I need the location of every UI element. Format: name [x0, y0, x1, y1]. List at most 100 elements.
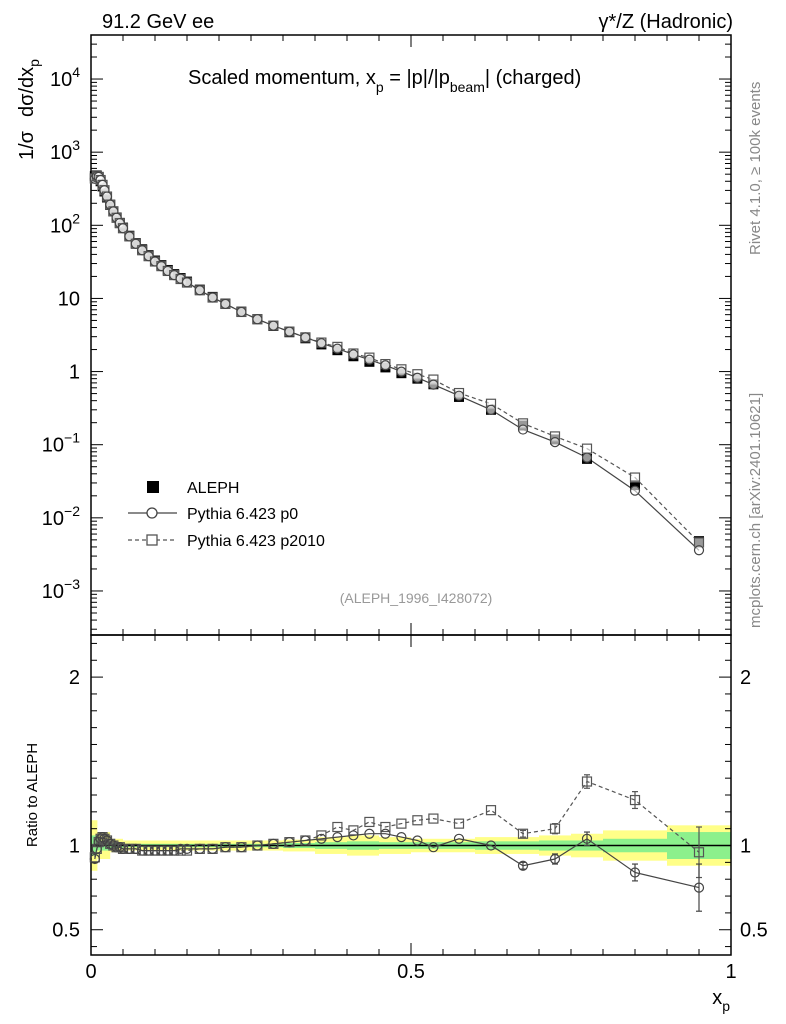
- ratio-p2010-point: [332, 821, 343, 833]
- p2010-line: [94, 175, 700, 543]
- p0-point: [316, 338, 327, 349]
- ratio-axis-ticks: 0.5 0.51 12 20 0.5 1: [52, 635, 768, 983]
- rivet-label: Rivet 4.1.0, ≥ 100k events: [747, 82, 764, 255]
- ratio-p0-point: [175, 843, 186, 854]
- aleph-point: [630, 480, 640, 491]
- main-ytick-label: 10−3: [42, 576, 80, 603]
- ratio-p0-point: [348, 830, 359, 841]
- ratio-p0-point: [143, 845, 154, 856]
- main-ylabel: 1/σdσ/dxp: [16, 59, 42, 160]
- ratio-p0-point: [91, 843, 102, 854]
- main-ytick-label: 103: [50, 137, 80, 164]
- ratio-p0-point: [300, 835, 311, 846]
- ratio-p0-point: [380, 828, 391, 839]
- p0-point: [236, 306, 247, 318]
- ratio-p2010-point: [693, 847, 705, 858]
- ratio-p0-point: [332, 832, 343, 843]
- ratio-p0-point: [428, 842, 439, 853]
- main-ytick-label: 10−1: [42, 430, 80, 457]
- p0-point: [581, 452, 593, 463]
- legend: ALEPH Pythia 6.423 p0 Pythia 6.423 p2010: [128, 480, 325, 550]
- ratio-p0-point: [162, 845, 173, 856]
- p0-point: [396, 366, 407, 377]
- ratio-p0-point: [364, 828, 375, 839]
- ratio-p0-point: [149, 845, 161, 856]
- ratio-p0-point: [130, 843, 141, 854]
- ratio-panel: 0.5 0.51 12 20 0.5 1 Ratio to ALEPH xp: [24, 634, 768, 1014]
- ratio-p0-point: [194, 843, 205, 854]
- p0-point: [549, 436, 561, 448]
- ratio-ylabel: Ratio to ALEPH: [24, 743, 41, 847]
- main-axis-ticks: 10−3 10−2 10−1 1 10 102 103 104: [42, 34, 732, 635]
- p0-point: [284, 326, 295, 337]
- ratio-p0-point: [284, 837, 295, 848]
- main-ytick-label: 10: [58, 288, 80, 310]
- main-panel: 10−3 10−2 10−1 1 10 102 103 104 Scaled momentum…: [16, 34, 732, 636]
- main-series: [89, 170, 705, 556]
- main-title: Scaled momentum, xp = |p|/|pbeam| (charg…: [188, 67, 581, 95]
- ratio-p0-point: [629, 867, 641, 878]
- ratio-p2010-point: [396, 818, 407, 829]
- ratio-p0-point: [581, 833, 593, 844]
- ratio-p0-point: [485, 840, 497, 851]
- ratio-p0-point: [117, 843, 129, 854]
- p0-point: [517, 424, 529, 435]
- mcplots-label: mcplots.cern.ch [arXiv:2401.10621]: [747, 393, 764, 628]
- p0-point: [194, 285, 205, 296]
- p0-point: [268, 320, 279, 331]
- ratio-p2010-point: [316, 830, 327, 841]
- ratio-p2010-point: [549, 823, 561, 834]
- ratio-p2010-point: [581, 776, 593, 787]
- p0-point: [364, 354, 375, 365]
- ratio-p0-point: [181, 843, 193, 854]
- ratio-p0-point: [316, 833, 327, 844]
- p2010-point: [581, 443, 593, 454]
- ratio-p0-point: [396, 832, 407, 843]
- ratio-p0-point: [693, 882, 705, 893]
- ratio-p2010-point: [629, 794, 641, 806]
- legend-marker-aleph: [147, 481, 159, 493]
- ratio-xtick-label: 0.5: [397, 961, 425, 983]
- ratio-xtick-label: 1: [725, 961, 736, 983]
- p0-point: [412, 372, 423, 383]
- p0-point: [181, 277, 193, 288]
- legend-label-p2010: Pythia 6.423 p2010: [187, 533, 325, 550]
- main-ytick-label: 102: [50, 210, 80, 237]
- ratio-p2010-point: [380, 821, 391, 833]
- ratio-ytick-label-left: 1: [69, 836, 80, 858]
- p0-point: [485, 404, 497, 415]
- p0-point: [428, 379, 439, 390]
- p0-point: [332, 343, 343, 354]
- ratio-p2010-point: [453, 818, 465, 829]
- ratio-ytick-label-left: 0.5: [52, 920, 80, 942]
- p0-point: [207, 292, 218, 303]
- ratio-p0-point: [220, 842, 231, 853]
- ratio-p0-point: [252, 840, 263, 851]
- ratio-p2010-point: [364, 816, 375, 828]
- xlabel: xp: [712, 987, 730, 1014]
- ratio-p0-point: [124, 843, 135, 854]
- p0-point: [117, 223, 129, 234]
- legend-label-aleph: ALEPH: [187, 480, 239, 497]
- p0-point: [380, 360, 391, 371]
- p2010-point: [629, 472, 641, 483]
- ratio-p0-point: [517, 860, 529, 871]
- ratio-ytick-label-right: 1: [740, 836, 751, 858]
- p0-point: [252, 314, 263, 325]
- p0-line: [94, 175, 700, 551]
- main-ytick-label: 104: [50, 64, 80, 91]
- ratio-p2010-point: [348, 825, 359, 836]
- p0-point: [629, 485, 641, 496]
- legend-marker-p0: [146, 507, 158, 519]
- ratio-ytick-label-right: 0.5: [740, 920, 768, 942]
- ratio-p2010-point: [517, 828, 529, 839]
- ratio-p2010-point: [412, 815, 423, 826]
- p0-point: [220, 298, 231, 310]
- ratio-p0-point: [236, 842, 247, 853]
- ratio-p0-point: [207, 843, 218, 854]
- header-right-label: γ*/Z (Hadronic): [599, 11, 733, 33]
- ratio-ytick-label-left: 2: [69, 667, 80, 689]
- p0-point: [300, 332, 311, 343]
- legend-marker-p2010: [146, 534, 158, 546]
